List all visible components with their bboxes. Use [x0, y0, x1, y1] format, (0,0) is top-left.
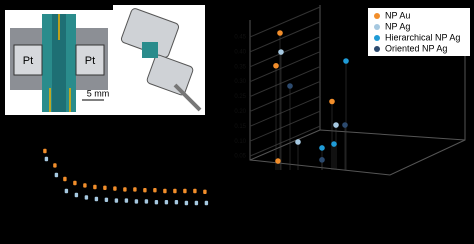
point — [273, 62, 279, 69]
point — [44, 156, 49, 162]
point — [164, 200, 169, 205]
point — [123, 187, 127, 192]
point — [278, 49, 284, 55]
y-tick-label: 0.35 — [234, 64, 246, 70]
point — [84, 195, 89, 200]
legend-label: Oriented NP Ag — [385, 43, 447, 53]
y-tick-label: 0.40 — [234, 49, 246, 55]
legend-label: NP Ag — [385, 21, 410, 31]
y-tick-label: 0.45 — [234, 35, 246, 41]
point — [63, 176, 67, 182]
point — [184, 200, 189, 206]
point — [53, 163, 57, 168]
y-tick-label: 0.25 — [234, 94, 246, 100]
y-tick-label: 0.15 — [234, 124, 246, 130]
point — [153, 188, 157, 193]
legend-marker — [374, 35, 380, 41]
point — [104, 197, 109, 202]
point — [277, 30, 283, 36]
point — [43, 148, 47, 154]
point — [333, 122, 339, 128]
point — [113, 186, 117, 191]
point — [93, 184, 97, 190]
point — [133, 187, 137, 192]
point — [74, 192, 79, 198]
point — [174, 200, 179, 205]
point — [64, 188, 69, 194]
legend-label: NP Au — [385, 10, 410, 20]
legend-box — [368, 8, 470, 56]
legend-marker — [374, 46, 380, 52]
legend-marker — [374, 13, 380, 19]
point — [275, 158, 281, 164]
point — [203, 189, 207, 194]
point — [144, 199, 149, 204]
point — [134, 199, 139, 204]
point — [163, 188, 167, 194]
point — [124, 198, 129, 203]
electrode — [13, 44, 43, 76]
grid-line — [249, 36, 321, 68]
apparatus-rod — [173, 83, 202, 112]
point — [103, 185, 107, 190]
point — [183, 188, 187, 194]
axis-frame — [249, 129, 321, 161]
point — [319, 157, 325, 163]
point — [319, 145, 325, 151]
apparatus-block — [146, 54, 194, 96]
point — [295, 139, 301, 145]
y-tick-label: 0.10 — [234, 139, 246, 145]
point — [154, 200, 159, 205]
y-tick-label: 0.30 — [234, 79, 246, 85]
grid-line — [249, 125, 321, 157]
axes-3d — [249, 5, 466, 176]
point — [331, 141, 337, 147]
legend-marker — [374, 24, 380, 30]
axis-frame — [319, 129, 466, 141]
electrode — [75, 44, 105, 76]
point — [287, 83, 293, 89]
point — [114, 198, 119, 203]
point — [94, 196, 99, 202]
grid-line — [249, 66, 321, 98]
grid-line — [249, 6, 321, 38]
point — [193, 188, 197, 194]
point — [194, 200, 199, 206]
grid-line — [249, 110, 321, 142]
point — [329, 98, 335, 105]
grid-line — [249, 80, 321, 112]
label: Pt — [85, 55, 95, 67]
legend-label: Hierarchical NP Ag — [385, 32, 460, 42]
grid-line — [249, 21, 321, 53]
y-tick-label: 0.20 — [234, 109, 246, 115]
point — [143, 188, 147, 193]
point — [173, 188, 177, 194]
point — [343, 58, 349, 64]
point — [83, 183, 87, 188]
y-tick-label: 0.05 — [234, 154, 246, 160]
grid-line — [249, 51, 321, 83]
point — [54, 172, 59, 178]
schematic: Pt Pt 5 mm — [5, 5, 205, 115]
label: Pt — [23, 55, 33, 67]
scale-label: 5 mm — [87, 88, 110, 98]
apparatus-sample — [142, 42, 158, 58]
point — [73, 180, 77, 186]
point — [342, 122, 348, 128]
sample — [52, 14, 66, 112]
axis-frame — [249, 10, 466, 176]
point — [204, 200, 209, 206]
grid-line — [249, 95, 321, 127]
